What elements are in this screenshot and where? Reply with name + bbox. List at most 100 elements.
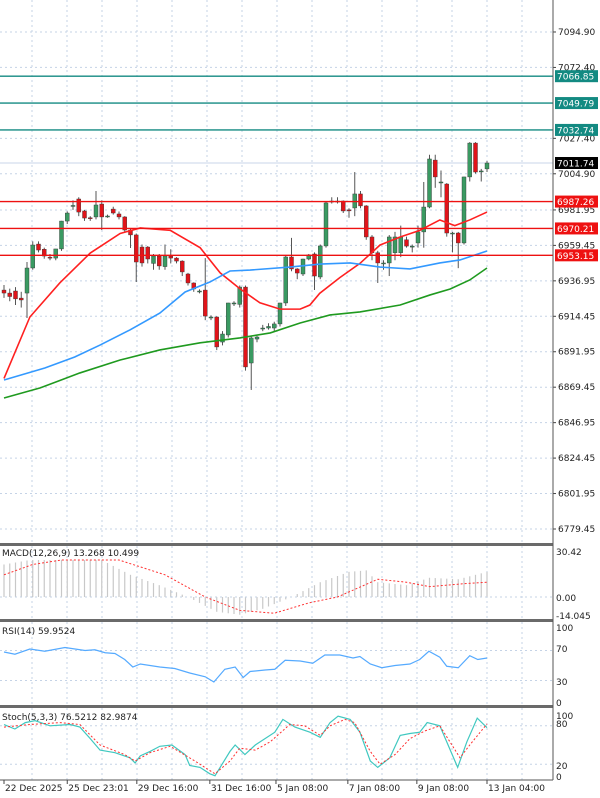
bullish-candle[interactable]	[231, 302, 237, 305]
bullish-candle[interactable]	[392, 236, 398, 253]
bullish-candle[interactable]	[237, 286, 242, 305]
bearish-candle[interactable]	[157, 255, 162, 267]
bearish-candle[interactable]	[214, 316, 219, 348]
bullish-candle[interactable]	[260, 327, 265, 330]
bearish-candle[interactable]	[346, 209, 352, 212]
bullish-candle[interactable]	[65, 212, 70, 222]
bullish-candle[interactable]	[30, 244, 35, 269]
bearish-candle[interactable]	[243, 286, 248, 368]
level-price-label: 6970.21	[557, 225, 594, 235]
bearish-candle[interactable]	[364, 205, 369, 238]
bullish-candle[interactable]	[467, 142, 472, 178]
bearish-candle[interactable]	[358, 193, 363, 207]
bullish-candle[interactable]	[226, 302, 231, 336]
stoch-tick-label: 100	[556, 712, 573, 722]
bearish-candle[interactable]	[174, 257, 179, 262]
bullish-candle[interactable]	[484, 162, 490, 170]
bullish-candle[interactable]	[197, 290, 202, 293]
bearish-candle[interactable]	[1, 289, 7, 294]
bullish-candle[interactable]	[277, 302, 283, 325]
bearish-candle[interactable]	[82, 210, 87, 219]
level-price-label-box	[555, 123, 598, 136]
bullish-candle[interactable]	[59, 220, 64, 250]
rsi-tick-label: 30	[556, 678, 568, 688]
stoch-title: Stoch(5,3,3) 76.5212 82.9874	[2, 713, 138, 723]
bullish-candle[interactable]	[381, 262, 386, 265]
rsi-title: RSI(14) 59.9524	[2, 627, 75, 637]
bullish-candle[interactable]	[151, 255, 156, 264]
bullish-candle[interactable]	[318, 245, 323, 278]
bullish-candle[interactable]	[410, 245, 415, 248]
bearish-candle[interactable]	[134, 234, 139, 263]
bearish-candle[interactable]	[433, 159, 438, 178]
rsi-panel[interactable]: RSI(14) 59.9524	[0, 627, 553, 683]
price-tick-label: 7072.40	[558, 63, 595, 73]
bullish-candle[interactable]	[398, 236, 403, 253]
bearish-candle[interactable]	[295, 268, 300, 274]
bullish-candle[interactable]	[70, 205, 76, 207]
bullish-candle[interactable]	[220, 333, 225, 343]
bearish-candle[interactable]	[145, 246, 150, 260]
bearish-candle[interactable]	[185, 273, 191, 284]
bearish-candle[interactable]	[88, 217, 93, 219]
bullish-candle[interactable]	[93, 204, 99, 218]
bearish-candle[interactable]	[341, 200, 346, 212]
bearish-candle[interactable]	[203, 289, 208, 317]
stoch-panel[interactable]: Stoch(5,3,3) 76.5212 82.9874	[0, 713, 553, 777]
bearish-candle[interactable]	[180, 260, 185, 273]
moving-average-line	[3, 267, 488, 399]
price-panel[interactable]	[0, 75, 553, 399]
bullish-candle[interactable]	[438, 181, 444, 184]
bullish-candle[interactable]	[266, 326, 271, 329]
bullish-candle[interactable]	[272, 323, 277, 329]
time-tick-label: 22 Dec 2025	[5, 784, 63, 794]
level-price-label-box	[555, 97, 598, 110]
bearish-candle[interactable]	[7, 292, 12, 297]
bearish-candle[interactable]	[99, 203, 104, 218]
price-tick-label: 6959.45	[558, 241, 595, 251]
bearish-candle[interactable]	[47, 256, 53, 259]
macd-panel[interactable]: MACD(12,26,9) 13.268 10.499	[0, 549, 553, 615]
bullish-candle[interactable]	[479, 170, 484, 173]
bullish-candle[interactable]	[53, 248, 58, 259]
bullish-candle[interactable]	[461, 176, 467, 244]
bullish-candle[interactable]	[249, 337, 254, 364]
price-tick-label: 7094.90	[558, 28, 595, 38]
bearish-candle[interactable]	[42, 249, 47, 257]
bullish-candle[interactable]	[208, 316, 214, 319]
bearish-candle[interactable]	[375, 252, 380, 264]
bearish-candle[interactable]	[122, 216, 127, 231]
bullish-candle[interactable]	[415, 231, 421, 244]
bearish-candle[interactable]	[168, 255, 173, 259]
bullish-candle[interactable]	[421, 206, 426, 233]
bullish-candle[interactable]	[24, 267, 30, 294]
bearish-candle[interactable]	[36, 243, 41, 251]
time-tick-label: 5 Jan 08:00	[277, 784, 329, 794]
bullish-candle[interactable]	[427, 158, 432, 208]
bullish-candle[interactable]	[162, 255, 168, 267]
bullish-candle[interactable]	[105, 215, 110, 218]
bullish-candle[interactable]	[323, 202, 329, 247]
panel-separator[interactable]	[0, 619, 553, 622]
bullish-candle[interactable]	[387, 236, 392, 264]
level-price-label: 7032.74	[557, 126, 594, 136]
bearish-candle[interactable]	[289, 256, 294, 270]
macd-signal-line	[3, 559, 488, 614]
panel-separator[interactable]	[0, 543, 553, 546]
bullish-candle[interactable]	[450, 232, 455, 235]
bearish-candle[interactable]	[19, 297, 24, 301]
bearish-candle[interactable]	[111, 208, 116, 214]
panel-separator[interactable]	[0, 705, 553, 708]
bearish-candle[interactable]	[76, 198, 81, 213]
bearish-candle[interactable]	[456, 232, 461, 244]
bearish-candle[interactable]	[473, 142, 478, 173]
bearish-candle[interactable]	[404, 239, 409, 247]
rsi-tick-label: 0	[556, 699, 562, 709]
bearish-candle[interactable]	[444, 183, 449, 234]
price-tick-label: 6936.95	[558, 277, 595, 287]
bearish-candle[interactable]	[13, 290, 18, 300]
bullish-candle[interactable]	[283, 256, 288, 304]
bullish-candle[interactable]	[254, 336, 260, 340]
bearish-candle[interactable]	[116, 213, 122, 218]
